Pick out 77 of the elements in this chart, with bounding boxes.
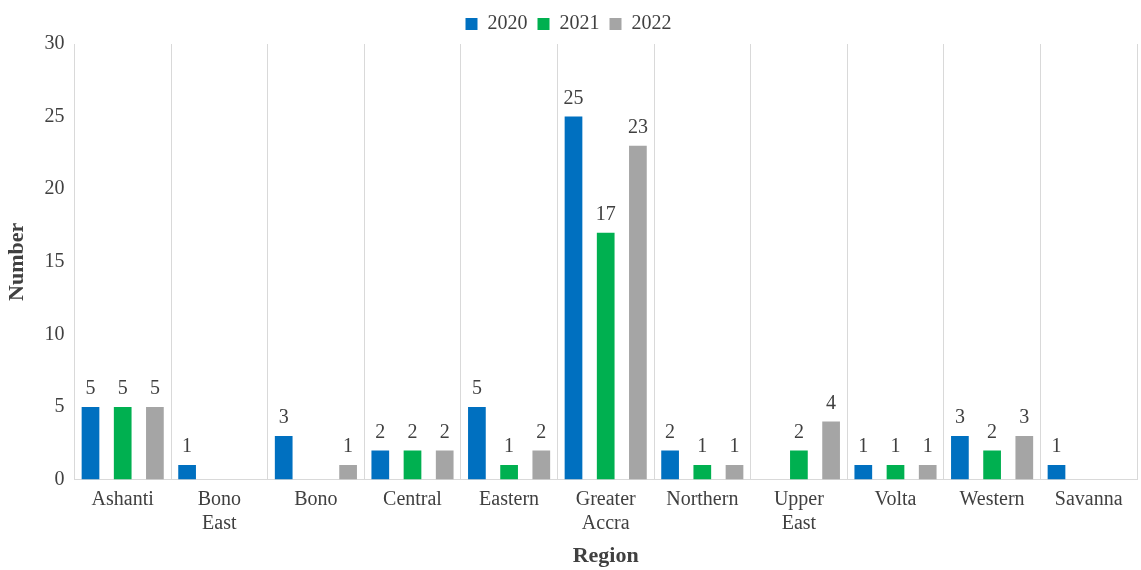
bar bbox=[435, 450, 454, 480]
data-label: 1 bbox=[182, 434, 193, 457]
bar bbox=[693, 465, 712, 480]
bar bbox=[629, 145, 647, 480]
data-label: 1 bbox=[504, 434, 515, 457]
bar bbox=[178, 465, 196, 480]
bar bbox=[983, 450, 1001, 480]
data-label: 5 bbox=[85, 376, 96, 399]
x-tick-label: Eastern bbox=[479, 486, 540, 509]
data-label: 25 bbox=[563, 85, 584, 108]
data-label: 1 bbox=[858, 434, 869, 457]
bar bbox=[822, 421, 840, 480]
data-label: 1 bbox=[890, 434, 901, 457]
data-label: 5 bbox=[471, 376, 482, 399]
bar bbox=[532, 450, 551, 480]
bar bbox=[661, 450, 679, 480]
bar bbox=[339, 465, 357, 480]
data-label: 3 bbox=[954, 405, 965, 428]
y-tick-label: 30 bbox=[44, 31, 65, 54]
legend-label: 2021 bbox=[559, 11, 600, 34]
bar bbox=[854, 465, 873, 480]
y-tick-label: 15 bbox=[44, 249, 65, 272]
y-tick-label: 0 bbox=[54, 466, 65, 489]
y-tick-label: 10 bbox=[44, 321, 65, 344]
x-tick-label: Central bbox=[383, 486, 443, 509]
data-label: 3 bbox=[278, 405, 289, 428]
bar bbox=[403, 450, 422, 480]
bar bbox=[1047, 465, 1066, 480]
data-label: 2 bbox=[536, 419, 547, 442]
x-tick-label: Greater Accra bbox=[575, 486, 637, 533]
bar bbox=[951, 436, 969, 480]
y-tick-label: 5 bbox=[54, 394, 65, 417]
bar bbox=[146, 407, 164, 480]
y-tick-label: 20 bbox=[44, 176, 65, 199]
data-label: 1 bbox=[343, 434, 354, 457]
data-label: 5 bbox=[117, 376, 128, 399]
x-tick-label: Northern bbox=[666, 486, 739, 509]
bar bbox=[918, 465, 937, 480]
data-label: 2 bbox=[375, 419, 386, 442]
data-label: 4 bbox=[826, 390, 837, 413]
x-tick-label: Savanna bbox=[1054, 486, 1123, 509]
bar bbox=[500, 465, 518, 480]
x-axis-title: Region bbox=[572, 542, 639, 568]
y-axis-title: Number bbox=[2, 222, 28, 301]
data-label: 17 bbox=[595, 202, 616, 225]
legend-label: 2022 bbox=[631, 11, 672, 34]
data-label: 3 bbox=[1019, 405, 1030, 428]
bar bbox=[371, 450, 390, 480]
x-tick-label: Bono East bbox=[197, 486, 241, 533]
data-label: 2 bbox=[793, 419, 804, 442]
bar bbox=[1015, 436, 1034, 480]
bar bbox=[564, 116, 583, 480]
bar bbox=[886, 465, 905, 480]
data-label: 2 bbox=[665, 419, 676, 442]
x-tick-label: Western bbox=[959, 486, 1025, 509]
data-label: 2 bbox=[987, 419, 998, 442]
data-label: 23 bbox=[627, 114, 648, 137]
data-label: 1 bbox=[729, 434, 740, 457]
bar bbox=[81, 407, 100, 480]
x-tick-label: Bono bbox=[294, 486, 338, 509]
data-label: 1 bbox=[1051, 434, 1062, 457]
legend-label: 2020 bbox=[487, 11, 528, 34]
data-label: 2 bbox=[439, 419, 450, 442]
bar bbox=[596, 232, 615, 480]
bar bbox=[725, 465, 744, 480]
x-tick-label: Upper East bbox=[773, 486, 825, 533]
data-label: 1 bbox=[697, 434, 708, 457]
y-tick-label: 25 bbox=[44, 103, 65, 126]
bar bbox=[113, 407, 132, 480]
data-label: 2 bbox=[407, 419, 418, 442]
x-tick-label: Volta bbox=[874, 486, 917, 509]
bar bbox=[274, 436, 293, 480]
bar bbox=[790, 450, 808, 480]
data-label: 1 bbox=[922, 434, 933, 457]
x-tick-label: Ashanti bbox=[91, 486, 155, 509]
data-label: 5 bbox=[149, 376, 160, 399]
bar bbox=[468, 407, 486, 480]
